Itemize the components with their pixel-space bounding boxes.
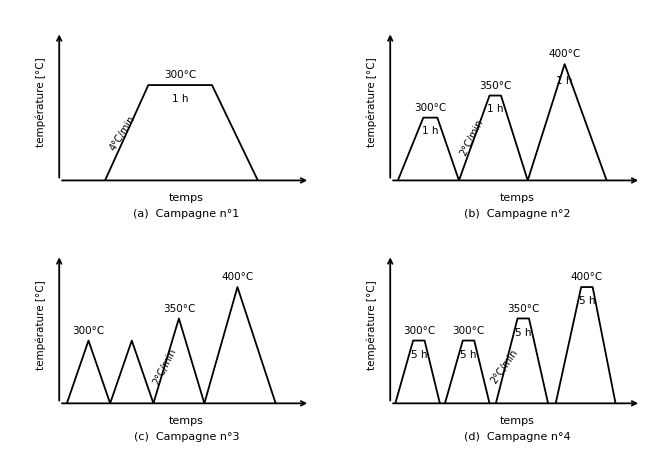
Text: 350°C: 350°C bbox=[507, 304, 540, 314]
Text: (c)  Campagne n°3: (c) Campagne n°3 bbox=[134, 431, 240, 442]
Text: température [°C]: température [°C] bbox=[367, 57, 378, 147]
Text: 300°C: 300°C bbox=[414, 103, 446, 113]
Text: (b)  Campagne n°2: (b) Campagne n°2 bbox=[465, 209, 570, 219]
Text: 1 h: 1 h bbox=[487, 104, 503, 113]
Text: 1 h: 1 h bbox=[422, 126, 439, 136]
Text: 2°C/min: 2°C/min bbox=[458, 118, 485, 158]
Text: 5 h: 5 h bbox=[411, 350, 427, 360]
Text: 400°C: 400°C bbox=[570, 272, 603, 282]
Text: 350°C: 350°C bbox=[479, 81, 511, 91]
Text: 400°C: 400°C bbox=[549, 50, 581, 60]
Text: temps: temps bbox=[169, 416, 204, 426]
Text: temps: temps bbox=[500, 416, 535, 426]
Text: 1 h: 1 h bbox=[172, 94, 188, 105]
Text: 350°C: 350°C bbox=[163, 304, 195, 314]
Text: 4°C/min: 4°C/min bbox=[108, 113, 138, 152]
Text: température [°C]: température [°C] bbox=[36, 57, 47, 147]
Text: 300°C: 300°C bbox=[453, 326, 485, 336]
Text: 5 h: 5 h bbox=[515, 328, 532, 338]
Text: temps: temps bbox=[500, 193, 535, 203]
Text: 5 h: 5 h bbox=[460, 350, 477, 360]
Text: température [°C]: température [°C] bbox=[367, 280, 378, 370]
Text: température [°C]: température [°C] bbox=[36, 280, 47, 370]
Text: (a)  Campagne n°1: (a) Campagne n°1 bbox=[134, 209, 240, 219]
Text: 1 h: 1 h bbox=[557, 76, 573, 86]
Text: 300°C: 300°C bbox=[72, 326, 105, 336]
Text: temps: temps bbox=[169, 193, 204, 203]
Text: 2°C/min: 2°C/min bbox=[151, 347, 178, 386]
Text: 2°C/min: 2°C/min bbox=[489, 348, 520, 386]
Text: 5 h: 5 h bbox=[578, 296, 595, 306]
Text: 300°C: 300°C bbox=[403, 326, 435, 336]
Text: 400°C: 400°C bbox=[221, 272, 253, 282]
Text: 300°C: 300°C bbox=[164, 70, 196, 80]
Text: (d)  Campagne n°4: (d) Campagne n°4 bbox=[464, 431, 571, 442]
